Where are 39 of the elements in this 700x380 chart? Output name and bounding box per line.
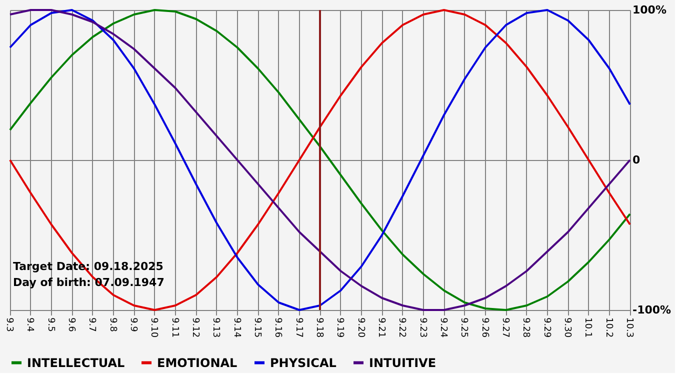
- x-tick-label: 10.3: [624, 318, 634, 338]
- legend-label: PHYSICAL: [270, 356, 337, 370]
- legend-label: INTUITIVE: [369, 356, 436, 370]
- x-tick-label: 9.28: [520, 318, 531, 338]
- legend-label: INTELLECTUAL: [27, 356, 126, 370]
- y-tick-label: -100%: [632, 304, 672, 316]
- x-tick-label: 9.29: [541, 318, 552, 338]
- line-series: [9, 9, 631, 311]
- x-tick-label: 9.12: [190, 318, 200, 338]
- x-tick-label: 9.18: [314, 318, 324, 338]
- x-tick-label: 9.6: [66, 318, 76, 332]
- y-tick-label: 100%: [632, 4, 666, 16]
- x-tick-label: 9.19: [334, 318, 345, 338]
- x-tick-label: 9.17: [293, 318, 304, 338]
- x-tick-label: 9.7: [86, 318, 97, 332]
- x-tick-label: 9.3: [4, 318, 14, 332]
- x-tick-label: 9.30: [562, 318, 572, 338]
- x-tick-label: 9.24: [438, 318, 448, 338]
- x-tick-label: 9.26: [479, 318, 490, 338]
- x-tick-label: 9.16: [272, 318, 283, 338]
- x-tick-label: 9.21: [376, 318, 386, 338]
- x-tick-label: 9.13: [210, 318, 221, 338]
- x-tick-label: 9.11: [169, 318, 180, 338]
- x-tick-label: 9.15: [252, 318, 262, 338]
- x-tick-label: 9.23: [417, 318, 428, 338]
- x-tick-label: 9.25: [458, 318, 469, 338]
- x-tick-label: 10.1: [582, 318, 593, 338]
- x-tick-label: 9.22: [396, 318, 407, 338]
- legend-label: EMOTIONAL: [157, 356, 238, 370]
- x-tick-label: 9.8: [107, 318, 118, 332]
- x-tick-label: 9.20: [355, 318, 366, 338]
- x-tick-label: 9.9: [128, 318, 138, 332]
- x-tick-label: 9.27: [500, 318, 510, 338]
- y-tick-label: 0: [632, 154, 640, 166]
- x-tick-label: 10.2: [603, 318, 614, 338]
- x-tick-label: 9.10: [148, 318, 159, 338]
- x-tick-label: 9.5: [45, 318, 56, 332]
- x-tick-label: 9.4: [24, 318, 35, 332]
- x-tick-label: 9.14: [231, 318, 242, 338]
